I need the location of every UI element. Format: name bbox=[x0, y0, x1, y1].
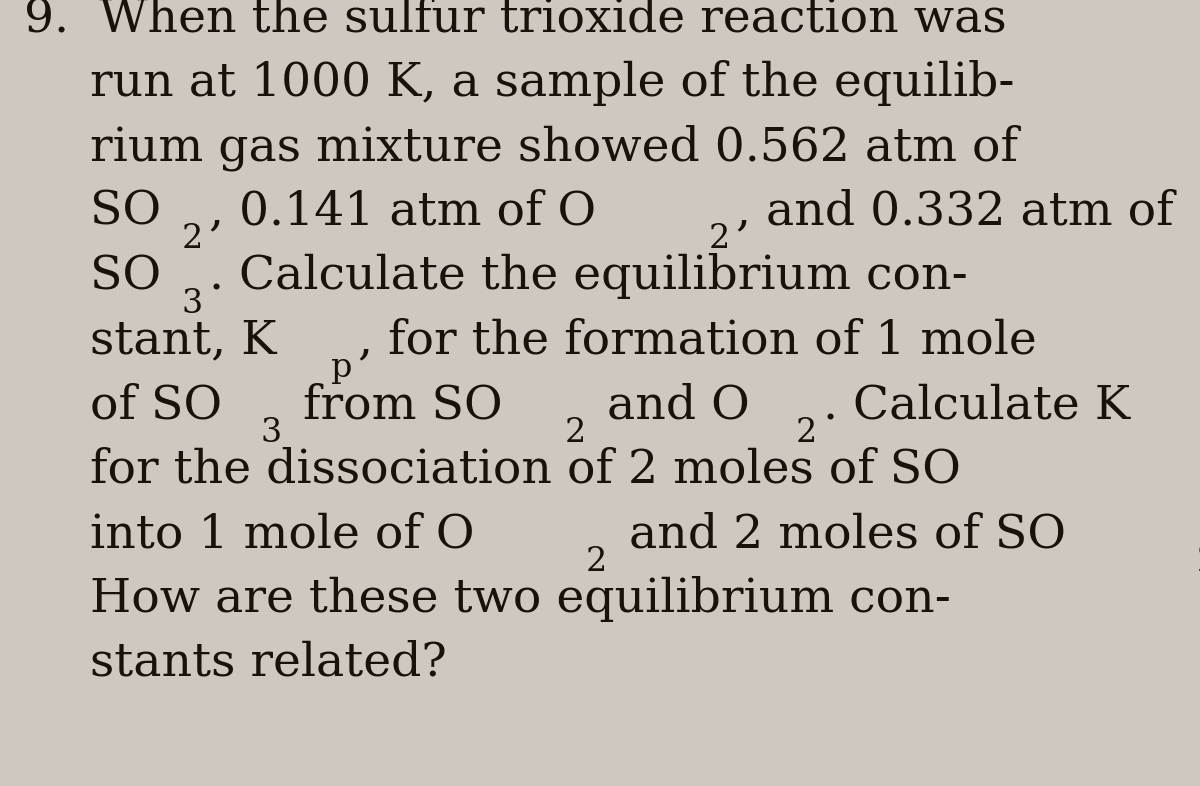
Text: . Calculate the equilibrium con-: . Calculate the equilibrium con- bbox=[209, 253, 968, 299]
Text: from SO: from SO bbox=[288, 383, 503, 428]
Text: , and 0.332 atm of: , and 0.332 atm of bbox=[736, 189, 1174, 235]
Text: 2: 2 bbox=[565, 417, 586, 449]
Text: , for the formation of 1 mole: , for the formation of 1 mole bbox=[359, 318, 1037, 364]
Text: 3: 3 bbox=[181, 288, 203, 320]
Text: into 1 mole of O: into 1 mole of O bbox=[90, 512, 474, 557]
Text: , 0.141 atm of O: , 0.141 atm of O bbox=[209, 189, 596, 235]
Text: stant, K: stant, K bbox=[90, 318, 276, 364]
Text: rium gas mixture showed 0.562 atm of: rium gas mixture showed 0.562 atm of bbox=[90, 124, 1018, 171]
Text: 2: 2 bbox=[709, 223, 730, 255]
Text: p: p bbox=[331, 352, 352, 384]
Text: stants related?: stants related? bbox=[90, 641, 446, 686]
Text: 2: 2 bbox=[181, 223, 203, 255]
Text: 2: 2 bbox=[796, 417, 817, 449]
Text: 9.  When the sulfur trioxide reaction was: 9. When the sulfur trioxide reaction was bbox=[24, 0, 1007, 42]
Text: run at 1000 K, a sample of the equilib-: run at 1000 K, a sample of the equilib- bbox=[90, 60, 1014, 106]
Text: for the dissociation of 2 moles of SO: for the dissociation of 2 moles of SO bbox=[90, 447, 961, 493]
Text: 2: 2 bbox=[586, 545, 607, 578]
Text: and 2 moles of SO: and 2 moles of SO bbox=[613, 512, 1066, 557]
Text: 2: 2 bbox=[1196, 545, 1200, 578]
Text: 3: 3 bbox=[260, 417, 282, 449]
Text: . Calculate K: . Calculate K bbox=[823, 383, 1130, 428]
Text: and O: and O bbox=[593, 383, 750, 428]
Text: How are these two equilibrium con-: How are these two equilibrium con- bbox=[90, 575, 950, 622]
Text: SO: SO bbox=[90, 189, 161, 235]
Text: SO: SO bbox=[90, 254, 161, 299]
Text: of SO: of SO bbox=[90, 383, 222, 428]
